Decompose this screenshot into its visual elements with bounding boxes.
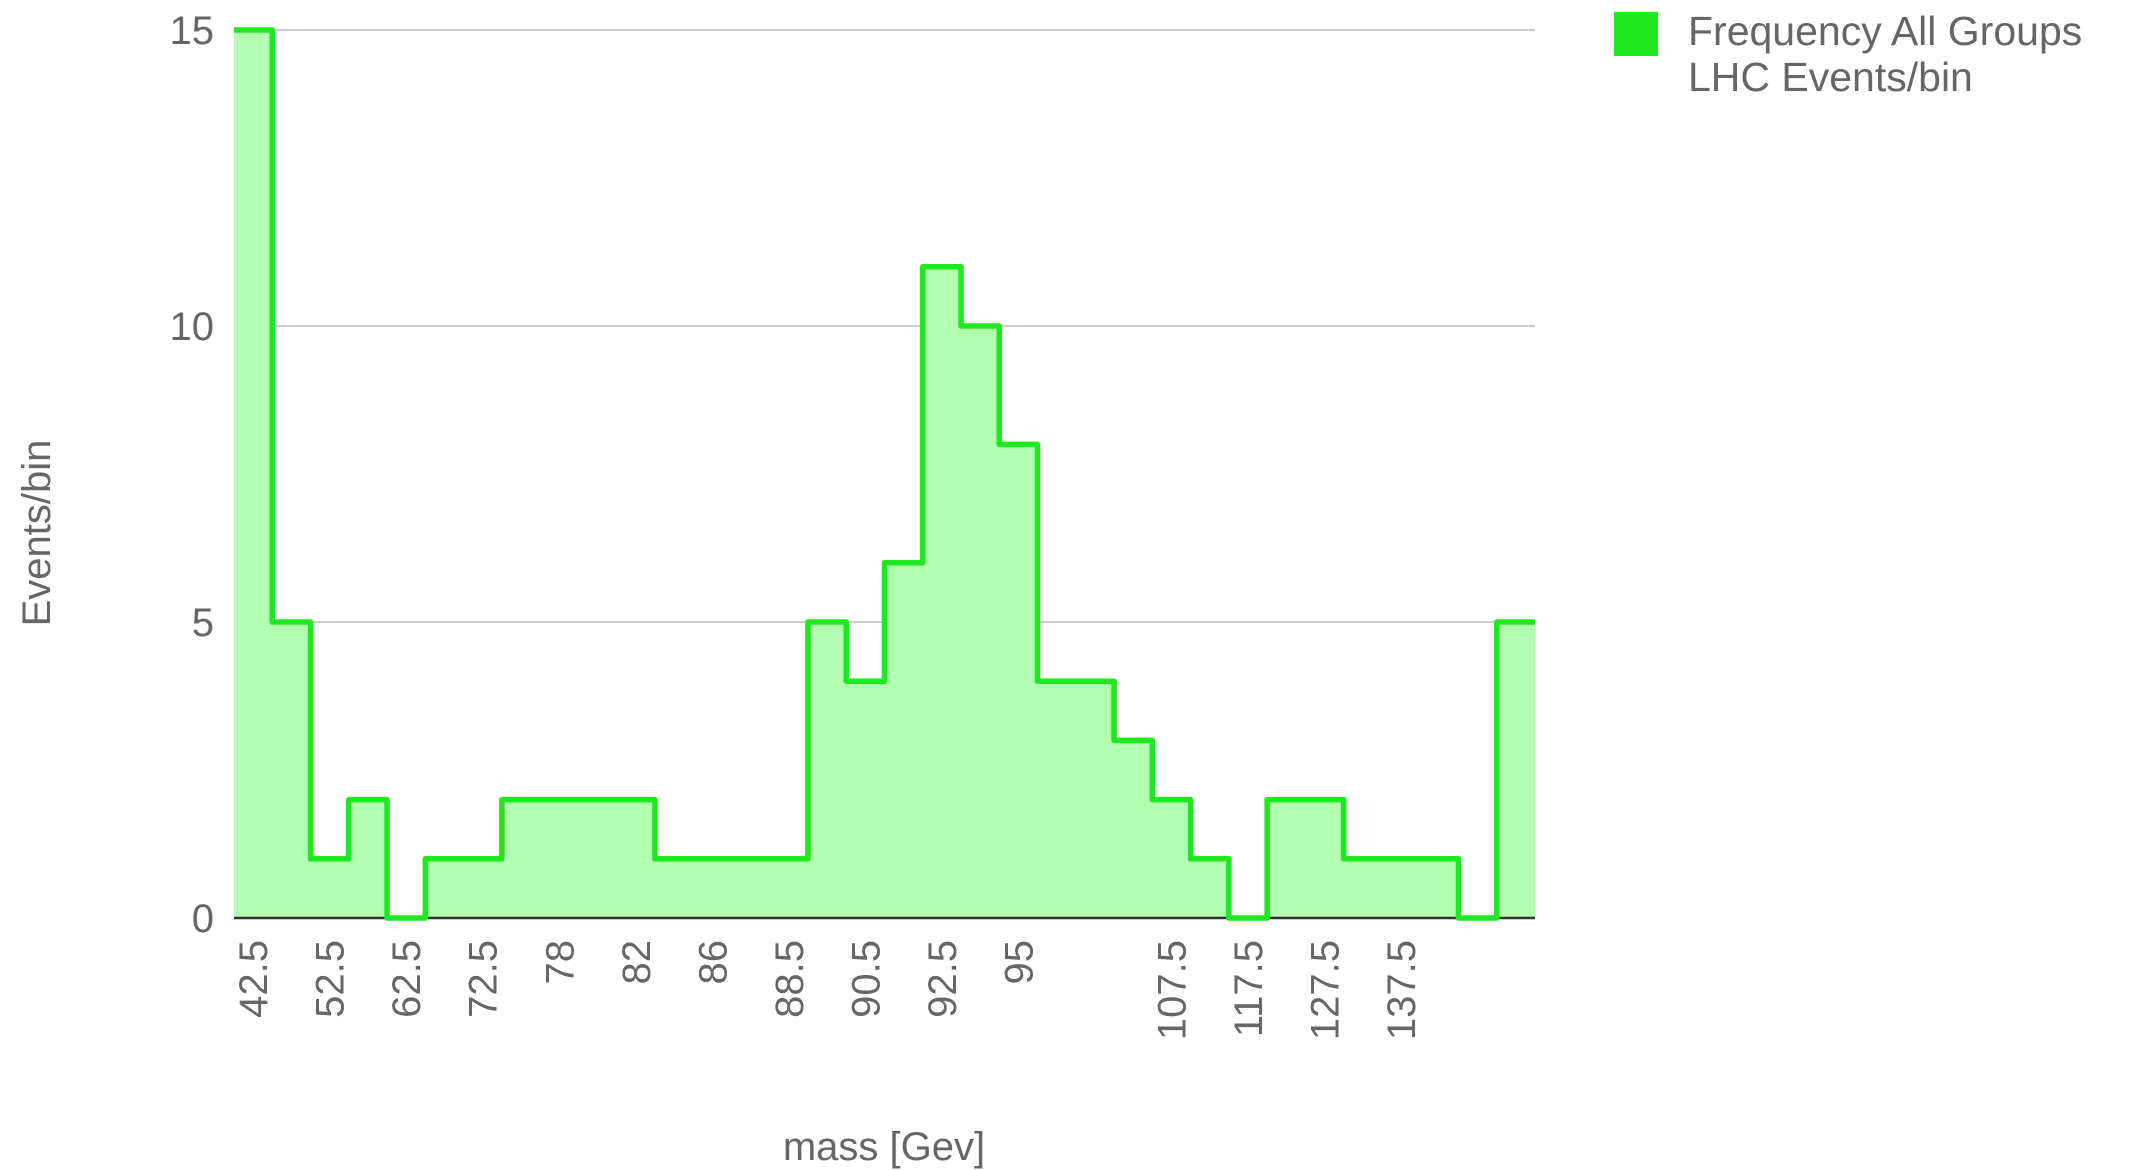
x-tick-label: 62.5 — [385, 940, 429, 1018]
area-step — [1381, 858, 1421, 918]
area-step — [1420, 858, 1459, 918]
area-step — [540, 799, 579, 918]
legend-swatch — [1614, 12, 1658, 56]
x-tick-label: 107.5 — [1150, 940, 1194, 1040]
y-tick-label: 0 — [192, 897, 214, 941]
area-step — [846, 681, 885, 918]
x-axis-title: mass [Gev] — [783, 1125, 985, 1169]
area-step — [884, 562, 924, 918]
legend-label: Frequency All Groups LHC Events/bin — [1688, 8, 2083, 100]
area-step — [922, 266, 962, 918]
area-step — [234, 30, 273, 918]
legend: Frequency All Groups LHC Events/bin — [1614, 8, 2143, 100]
area-step — [425, 858, 465, 918]
y-axis-title: Events/bin — [15, 440, 59, 627]
area-step — [1190, 858, 1230, 918]
area-step — [310, 858, 350, 918]
x-tick-label: 82 — [615, 940, 659, 985]
area-step — [578, 799, 618, 918]
area-step — [348, 799, 388, 918]
x-tick-label: 88.5 — [768, 940, 812, 1018]
area-step — [961, 326, 1000, 918]
x-tick-label: 90.5 — [844, 940, 888, 1018]
area-step — [1152, 799, 1192, 918]
x-tick-label: 127.5 — [1304, 940, 1348, 1040]
area-step — [1496, 622, 1536, 918]
y-tick-label: 15 — [170, 9, 215, 53]
area-step — [1114, 740, 1153, 918]
area-step — [999, 444, 1039, 918]
area-step — [616, 799, 656, 918]
area-step — [1305, 799, 1345, 918]
area-step — [654, 858, 694, 918]
y-tick-label: 5 — [192, 601, 214, 645]
x-tick-label: 42.5 — [232, 940, 276, 1018]
step-line — [234, 27, 1535, 921]
x-tick-label: 86 — [691, 940, 735, 985]
x-tick-label: 117.5 — [1227, 940, 1271, 1037]
area-step — [1075, 681, 1115, 918]
x-tick-label: 72.5 — [462, 940, 506, 1018]
area-step — [1343, 858, 1383, 918]
area-step — [807, 622, 847, 918]
x-tick-label: 52.5 — [309, 940, 353, 1018]
area-step — [693, 858, 732, 918]
x-tick-label: 78 — [538, 940, 582, 985]
area-step — [272, 622, 312, 918]
x-tick-label: 92.5 — [921, 940, 965, 1018]
area-step — [731, 858, 771, 918]
area-step — [1267, 799, 1306, 918]
area-step — [1037, 681, 1077, 918]
x-tick-label: 95 — [997, 940, 1041, 985]
area-step — [463, 858, 503, 918]
area-step — [769, 858, 809, 918]
plot-area: 0 5 10 15 42.5 52.5 62.5 72.5 78 82 86 88.5 90.5 92.5… — [170, 9, 1536, 1040]
y-tick-label: 10 — [170, 305, 215, 349]
x-tick-label: 137.5 — [1380, 940, 1424, 1040]
area-step — [501, 799, 541, 918]
